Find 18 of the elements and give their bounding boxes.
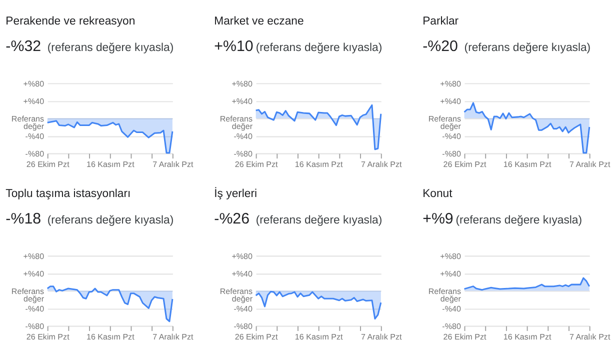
chart-title: Market ve eczane [214, 15, 304, 28]
chart-title: Konut [422, 188, 454, 200]
text: (referans değere kıyasla) [47, 214, 174, 226]
chart-subtitle: -%26 [214, 210, 250, 228]
chart-title: Toplu taşıma istasyonları [6, 188, 131, 200]
chart-title: Perakende ve rekreasyon [6, 15, 136, 28]
chart-subtitle: -%20 [422, 38, 458, 55]
chart-title: İş yerleri [214, 186, 258, 200]
text: (referans değere kıyasla) [464, 42, 591, 54]
chart-subtitle: -%32 [6, 38, 42, 55]
chart-subtitle: +%10 [214, 38, 254, 55]
chart-subtitle: -%18 [6, 210, 42, 228]
chart-title: Parklar [422, 15, 459, 28]
text: (referans değere kıyasla) [456, 214, 582, 226]
text: (referans değere kıyasla) [47, 42, 174, 54]
text: (referans değere kıyasla) [256, 214, 382, 226]
chart-subtitle: +%9 [422, 210, 454, 228]
text: (referans değere kıyasla) [256, 42, 382, 54]
